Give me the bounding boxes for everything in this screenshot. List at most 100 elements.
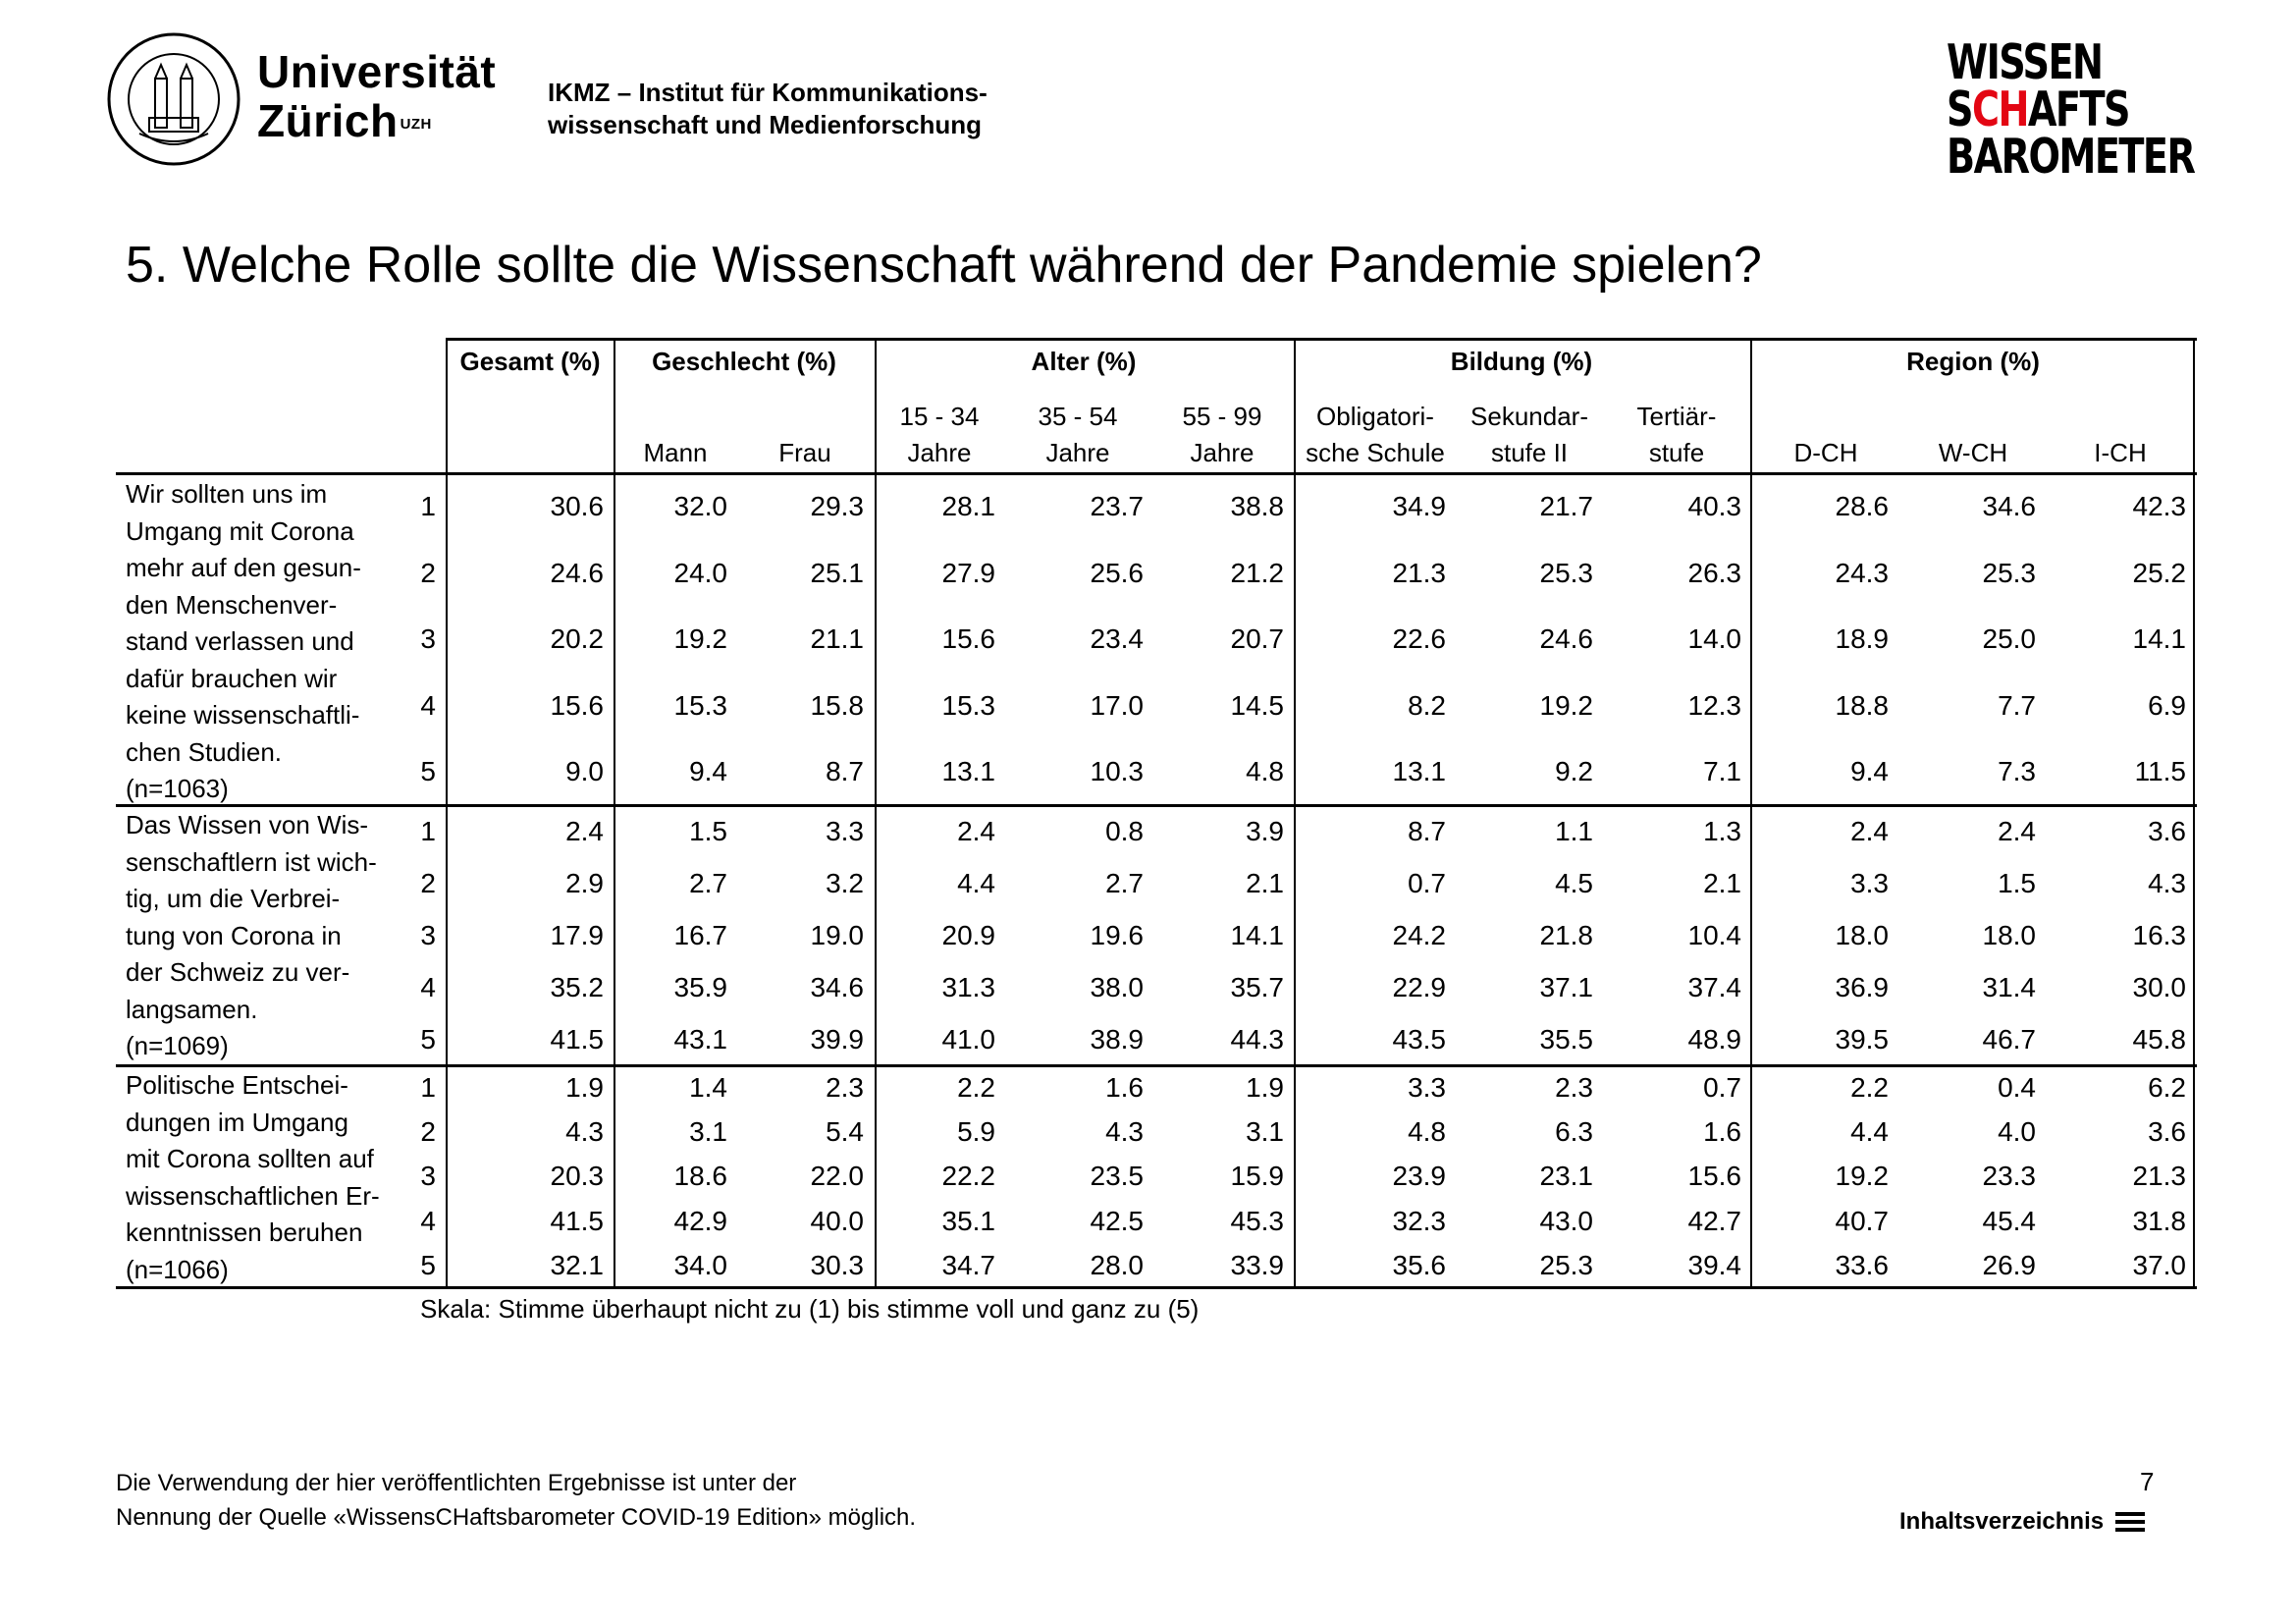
table-cell: 25.0 [1982,623,2037,655]
table-cell: 34.9 [1392,491,1447,521]
table-cell: 9.2 [1555,756,1593,787]
statement-label-line: tung von Corona in [126,920,342,950]
table-cell: 38.0 [1090,972,1145,1002]
table-cell: 26.3 [1687,557,1742,588]
table-cell: 2.1 [1703,868,1741,898]
table-cell: 4.4 [1850,1116,1889,1148]
table-cell: 25.2 [2132,557,2187,588]
scale-value: 2 [420,557,436,588]
university-name: Universität Zürich UZH [257,47,496,145]
group-header: Geschlecht (%) [652,347,836,376]
table-cell: 37.0 [2132,1249,2187,1280]
institute-line1: IKMZ – Institut für Kommunikations- [548,78,988,107]
table-cell: 42.5 [1090,1205,1145,1236]
table-cell: 2.4 [1850,816,1889,846]
table-cell: 15.9 [1230,1161,1285,1192]
table-cell: 1.5 [689,816,727,846]
statement-label-line: Politische Entschei- [126,1070,348,1100]
table-cell: 1.6 [1105,1072,1144,1103]
table-cell: 7.1 [1703,756,1741,787]
table-cell: 0.8 [1105,816,1144,846]
table-cell: 29.3 [810,491,865,521]
scale-value: 4 [420,689,436,721]
table-cell: 38.9 [1090,1024,1145,1055]
table-cell: 4.4 [957,868,995,898]
table-cell: 2.3 [826,1072,864,1103]
table-cell: 33.9 [1230,1249,1285,1280]
toc-link[interactable]: Inhaltsverzeichnis [1899,1508,2146,1536]
table-cell: 27.9 [941,557,996,588]
statement-label-line: senschaftlern ist wich- [126,846,377,877]
table-cell: 22.2 [941,1161,996,1192]
scale-value: 3 [420,1161,436,1192]
table-cell: 3.3 [1408,1072,1446,1103]
table-cell: 25.3 [1539,557,1594,588]
table-cell: 21.3 [1392,557,1447,588]
group-header: Bildung (%) [1450,347,1593,376]
table-cell: 17.0 [1090,689,1145,721]
table-cell: 24.6 [550,557,605,588]
page-title: 5. Welche Rolle sollte die Wissenschaft … [126,237,1762,294]
table-cell: 37.4 [1687,972,1742,1002]
statement-label-line: (n=1069) [126,1031,229,1060]
table-cell: 0.7 [1703,1072,1741,1103]
table-cell: 31.3 [941,972,996,1002]
column-header-line2: stufe [1648,438,1705,467]
table-cell: 23.7 [1090,491,1145,521]
table-cell: 37.1 [1539,972,1594,1002]
table-cell: 14.1 [2132,623,2187,655]
column-header-line2: Jahre [1190,438,1255,467]
institute-name: IKMZ – Institut für Kommunikations- wiss… [548,77,988,141]
table-cell: 31.8 [2132,1205,2187,1236]
table-cell: 20.3 [550,1161,605,1192]
column-header-line2: D-CH [1793,438,1858,467]
scale-value: 1 [420,491,436,521]
university-line1: Universität [257,46,497,97]
statement-label-line: mehr auf den gesun- [126,553,361,582]
table-cell: 35.1 [941,1205,996,1236]
column-header-line2: Mann [643,438,708,467]
table-cell: 8.2 [1408,689,1446,721]
table-cell: 24.6 [1539,623,1594,655]
table-cell: 0.4 [1998,1072,2036,1103]
group-header: Gesamt (%) [459,347,601,376]
table-cell: 12.3 [1687,689,1742,721]
column-header-line2: stufe II [1490,438,1569,467]
table-cell: 21.2 [1230,557,1285,588]
table-cell: 31.4 [1982,972,2037,1002]
table-cell: 34.6 [810,972,865,1002]
table-cell: 28.1 [941,491,996,521]
column-header-line2: I-CH [2094,438,2147,467]
column-header-line1: Sekundar- [1470,402,1588,431]
table-cell: 18.9 [1835,623,1890,655]
table-cell: 3.3 [826,816,864,846]
table-cell: 1.9 [1246,1072,1284,1103]
table-cell: 32.3 [1392,1205,1447,1236]
table-cell: 10.4 [1687,920,1742,950]
table-cell: 8.7 [826,756,864,787]
table-cell: 19.6 [1090,920,1145,950]
table-cell: 35.7 [1230,972,1285,1002]
column-header-line1: Obligatori- [1316,402,1434,431]
table-bottom-border [116,1286,2197,1289]
scale-value: 4 [420,1205,436,1236]
menu-icon[interactable] [2115,1508,2146,1536]
table-cell: 1.5 [1998,868,2036,898]
table-cell: 45.3 [1230,1205,1285,1236]
toc-label[interactable]: Inhaltsverzeichnis [1899,1508,2105,1535]
page-number: 7 [2140,1467,2155,1496]
table-cell: 3.9 [1246,816,1284,846]
table-cell: 42.7 [1687,1205,1742,1236]
table-cell: 39.5 [1835,1024,1890,1055]
table-cell: 14.0 [1687,623,1742,655]
statement-label-line: (n=1063) [126,774,229,803]
table-top-border [446,338,2197,341]
usage-note-line1: Die Verwendung der hier veröffentlichten… [116,1470,797,1496]
block-divider [116,804,2197,807]
table-cell: 23.3 [1982,1161,2037,1192]
group-header: Alter (%) [1031,347,1137,376]
column-header-line2: Jahre [907,438,972,467]
scale-value: 1 [420,1072,436,1103]
statement-label-line: Umgang mit Corona [126,515,354,546]
table-cell: 15.3 [673,689,728,721]
